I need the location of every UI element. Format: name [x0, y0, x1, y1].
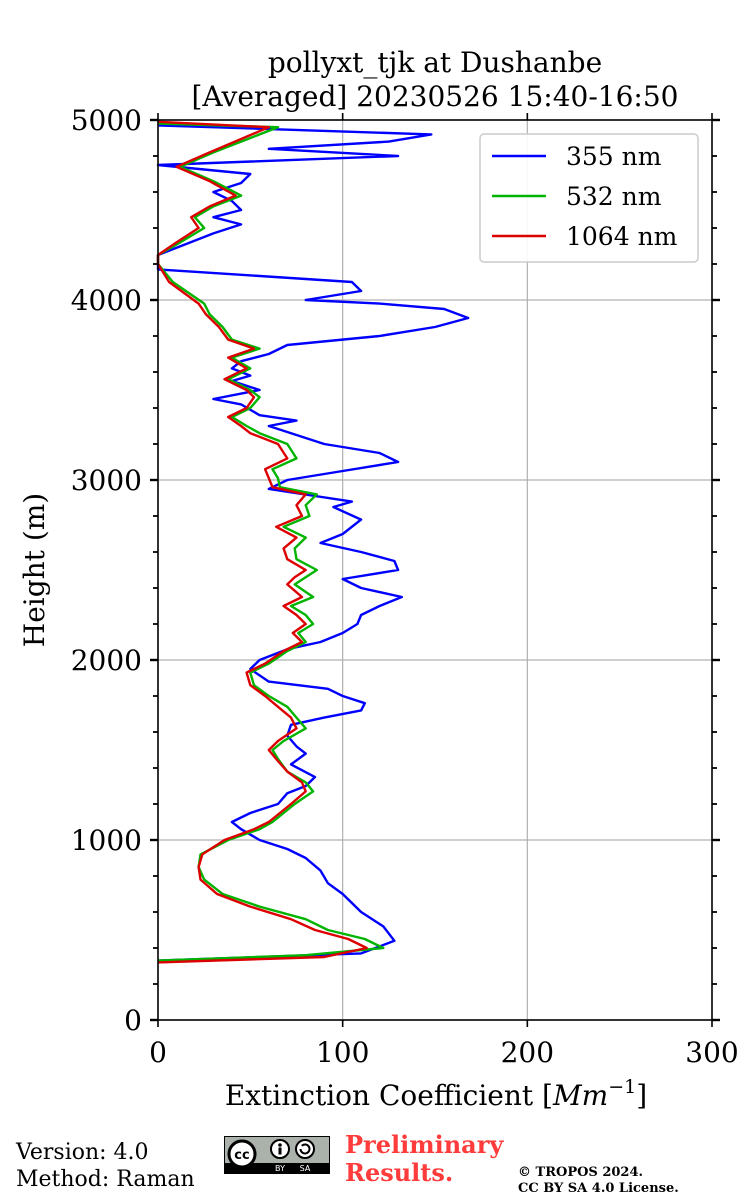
version-text: Version: 4.0: [16, 1140, 149, 1165]
axes: [150, 113, 720, 1027]
x-tick-label: 100: [316, 1036, 369, 1069]
plot-frame: [157, 119, 713, 1021]
y-axis-label: Height (m): [18, 493, 51, 647]
y-tick-label: 3000: [71, 464, 142, 497]
x-axis-label-text: Extinction Coefficient [: [225, 1079, 553, 1112]
cc-by-sa-license-badge: cc BY SA: [224, 1136, 330, 1174]
x-tick-label: 0: [149, 1036, 167, 1069]
y-tick-label: 1000: [71, 824, 142, 857]
grid-lines: [158, 120, 712, 1020]
legend-label: 532 nm: [566, 182, 662, 211]
cc-badge-sa-label: SA: [300, 1164, 311, 1173]
legend-label: 1064 nm: [566, 222, 678, 251]
series-line-532-nm: [156, 122, 385, 962]
series-line-1064-nm: [156, 120, 368, 964]
cc-icon: [227, 1139, 257, 1169]
series-layer: [156, 120, 470, 964]
y-tick-label: 2000: [71, 644, 142, 677]
preliminary-results-notice: Preliminary Results.: [345, 1131, 503, 1187]
cc-badge-cc-label: cc: [234, 1148, 249, 1163]
preliminary-line1: Preliminary: [345, 1130, 504, 1159]
extinction-profile-chart: pollyxt_tjk at Dushanbe [Averaged] 20230…: [18, 46, 739, 1112]
copyright-line1: © TROPOS 2024.: [518, 1165, 644, 1180]
y-tick-label: 0: [124, 1004, 142, 1037]
x-axis-label-close: ]: [636, 1079, 647, 1112]
x-axis-label-exponent: −1: [608, 1076, 636, 1098]
x-axis-label-unit: Mm: [552, 1079, 608, 1112]
y-tick-label: 4000: [71, 284, 142, 317]
legend: 355 nm 532 nm 1064 nm: [479, 133, 699, 263]
share-alike-icon: [295, 1139, 315, 1159]
chart-title-line1: pollyxt_tjk at Dushanbe: [268, 46, 602, 79]
x-tick-label: 300: [685, 1036, 738, 1069]
method-text: Method: Raman: [16, 1167, 195, 1192]
copyright-line2: CC BY SA 4.0 License.: [518, 1181, 679, 1196]
legend-label: 355 nm: [566, 142, 662, 171]
preliminary-line2: Results.: [345, 1158, 454, 1187]
cc-badge-by-label: BY: [275, 1164, 285, 1173]
copyright-notice: © TROPOS 2024. CC BY SA 4.0 License.: [518, 1165, 679, 1197]
chart-title-line2: [Averaged] 20230526 15:40-16:50: [192, 80, 679, 113]
y-tick-label: 5000: [71, 104, 142, 137]
legend-box: [479, 133, 699, 263]
x-tick-label: 200: [501, 1036, 554, 1069]
series-line-355-nm: [156, 124, 470, 962]
x-axis-label: Extinction Coefficient [Mm−1]: [225, 1076, 647, 1112]
